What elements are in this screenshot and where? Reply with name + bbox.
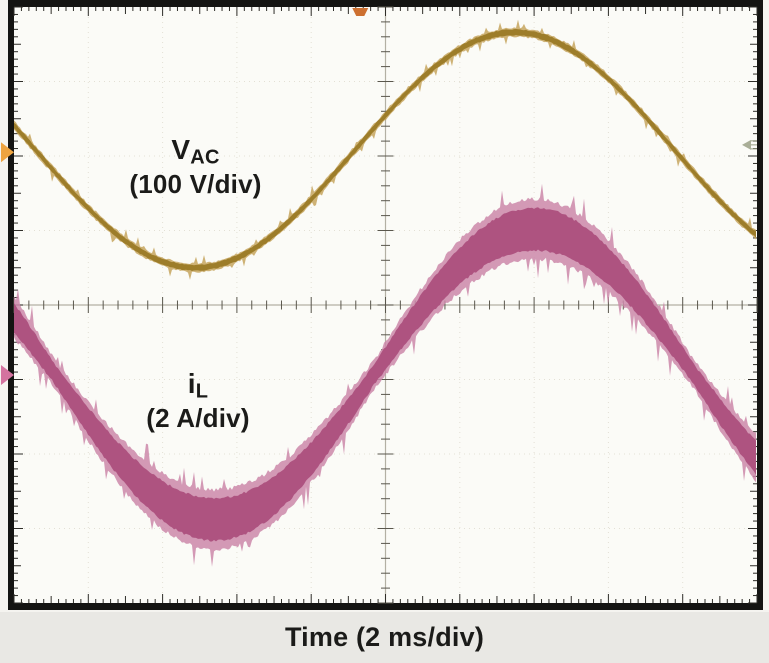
time-axis-bar: Time (2 ms/div): [0, 612, 769, 663]
il-symbol-subscript: L: [195, 380, 209, 403]
vac-symbol: VAC: [98, 134, 293, 169]
vac-symbol-main: V: [171, 134, 191, 165]
il-scale-label: (2 A/div): [146, 402, 250, 433]
vac-symbol-subscript: AC: [190, 146, 220, 169]
il-trace-label: iL (2 A/div): [103, 368, 293, 433]
time-axis-label: Time (2 ms/div): [284, 622, 485, 652]
vac-scale-label: (100 V/div): [129, 168, 262, 199]
il-symbol-main: i: [187, 368, 196, 399]
scope-screen: [1, 0, 763, 610]
vac-trace-label: VAC (100 V/div): [98, 134, 293, 199]
il-symbol: iL: [103, 368, 293, 403]
